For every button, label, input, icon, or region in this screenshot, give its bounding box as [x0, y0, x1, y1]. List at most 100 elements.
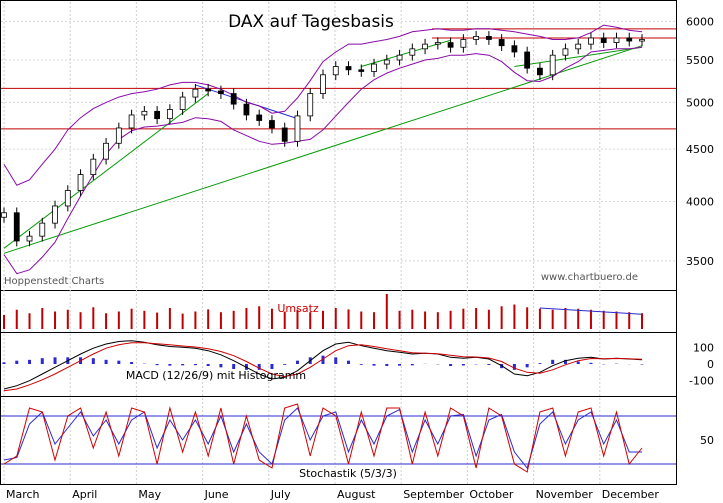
- trend-line: [361, 39, 451, 67]
- stoch-title: Stochastik (5/3/3): [299, 467, 397, 480]
- candle-body: [52, 205, 58, 224]
- month-label: December: [602, 488, 660, 501]
- candle-body: [498, 39, 505, 47]
- candle-body: [115, 127, 122, 144]
- candle-body: [473, 36, 480, 40]
- price-y-tick-label: 4500: [686, 143, 714, 156]
- candle-body: [562, 48, 569, 56]
- candle-body: [205, 88, 212, 92]
- macd-panel-frame: [0, 332, 677, 397]
- bollinger-lower-line: [3, 46, 643, 275]
- candle-body: [383, 59, 390, 65]
- trend-line: [3, 45, 643, 254]
- candle-body: [64, 190, 71, 207]
- candle-body: [460, 39, 467, 48]
- candle-body: [434, 42, 441, 45]
- candle-body: [613, 37, 620, 43]
- candle-body: [447, 42, 454, 48]
- month-label: March: [6, 488, 40, 501]
- candle-body: [371, 63, 377, 72]
- candle-body: [358, 69, 365, 72]
- price-y-tick-label: 3500: [686, 255, 714, 268]
- stoch-panel-frame: [0, 396, 677, 485]
- month-labels: March April May June July August September Octo…: [6, 488, 659, 501]
- candle-body: [166, 109, 173, 120]
- stochastic-d-line: [3, 407, 642, 470]
- volume-title: Umsatz: [277, 302, 319, 315]
- price-y-tick-label: 4000: [686, 196, 714, 209]
- month-label: June: [204, 488, 229, 501]
- price-y-tick-label: 6000: [686, 15, 714, 28]
- candle-body: [422, 43, 428, 50]
- candle-body: [600, 37, 607, 43]
- candle-body: [588, 37, 594, 45]
- stochastic-lines: [1, 403, 676, 473]
- macd-y-tick-label: 0: [707, 358, 714, 371]
- candle-body: [1, 212, 7, 218]
- candle-body: [13, 212, 20, 242]
- candle-body: [154, 110, 161, 120]
- annotation-left: Hoppenstedt Charts: [4, 276, 104, 287]
- chart-title: DAX auf Tagesbasis: [228, 12, 394, 32]
- bollinger-bands: [3, 24, 643, 275]
- candle-body: [218, 90, 224, 94]
- price-candles: [1, 31, 645, 247]
- candle-body: [307, 93, 314, 117]
- candle-body: [103, 142, 109, 160]
- y-tick-labels: 6000 5500 5000 4500 4000 3500 100 0 -100 50: [686, 15, 714, 447]
- candle-body: [332, 66, 339, 76]
- macd-lines: [2, 340, 644, 392]
- candle-body: [141, 110, 148, 116]
- month-label: July: [270, 488, 291, 501]
- candle-body: [281, 127, 288, 142]
- volume-panel-frame: [0, 290, 677, 333]
- macd-line: [3, 340, 643, 390]
- candle-body: [537, 67, 543, 76]
- candle-body: [230, 93, 237, 105]
- volume-trend-line: [539, 307, 643, 315]
- grid-lines: [1, 2, 676, 484]
- candle-body: [626, 37, 633, 42]
- month-label: August: [337, 488, 376, 501]
- candle-body: [39, 222, 46, 237]
- candle-body: [639, 39, 645, 42]
- month-label: November: [536, 488, 594, 501]
- candle-body: [294, 115, 301, 142]
- macd-y-tick-label: -100: [689, 375, 714, 388]
- month-label: May: [138, 488, 161, 501]
- candle-body: [524, 51, 531, 69]
- trend-line: [3, 93, 209, 249]
- volume-bars: [3, 294, 643, 329]
- candle-body: [511, 45, 518, 53]
- candle-body: [26, 235, 33, 242]
- price-y-tick-label: 5500: [686, 54, 714, 67]
- macd-title: MACD (12/26/9) mit Histogramm: [126, 369, 306, 382]
- month-label: September: [403, 488, 464, 501]
- candle-body: [269, 120, 275, 129]
- candle-body: [320, 74, 326, 94]
- macd-y-tick-label: 100: [693, 341, 714, 354]
- candle-body: [485, 36, 492, 40]
- horizontal-lines: [1, 28, 676, 130]
- candle-body: [575, 43, 582, 50]
- annotation-right: www.chartbuero.de: [541, 272, 638, 283]
- macd-signal-line: [3, 342, 643, 392]
- candle-body: [128, 114, 135, 129]
- candle-body: [549, 54, 556, 76]
- candle-body: [396, 54, 403, 61]
- price-y-tick-label: 5000: [686, 96, 714, 109]
- stoch-y-tick-label: 50: [700, 434, 714, 447]
- candle-body: [256, 114, 263, 121]
- candle-body: [345, 66, 352, 71]
- candle-body: [409, 48, 416, 56]
- trend-line: [514, 46, 643, 68]
- candle-body: [192, 88, 199, 98]
- month-label: April: [72, 488, 97, 501]
- month-label: October: [469, 488, 513, 501]
- candle-body: [90, 158, 97, 175]
- price-panel-frame: [0, 0, 677, 291]
- candle-body: [243, 103, 250, 116]
- stochastic-k-line: [3, 403, 643, 473]
